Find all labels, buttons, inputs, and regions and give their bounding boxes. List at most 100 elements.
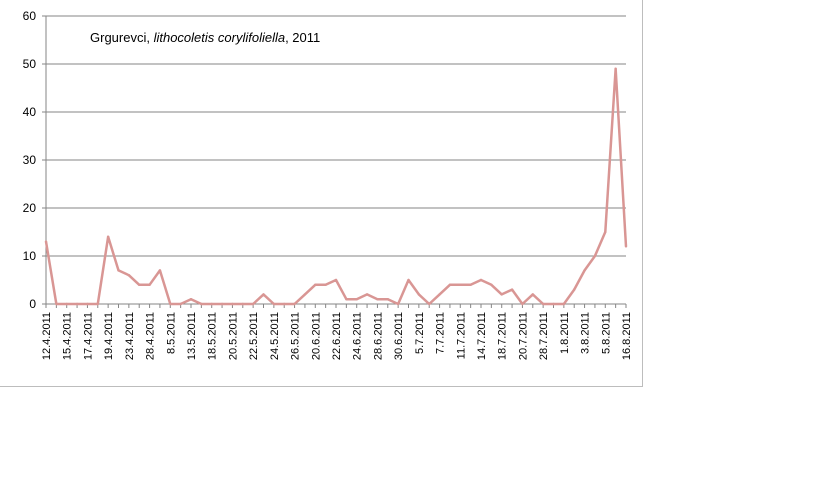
y-tick-label: 50	[23, 57, 37, 71]
data-point	[106, 235, 110, 238]
data-point	[573, 288, 576, 291]
data-point	[314, 283, 317, 286]
x-tick-label: 28.4.2011	[145, 312, 157, 360]
data-point	[189, 298, 193, 301]
data-point	[75, 302, 79, 306]
data-point	[117, 269, 120, 272]
x-tick-label: 17.4.2011	[82, 312, 94, 360]
data-point	[355, 298, 358, 301]
x-tick-label: 20.5.2011	[227, 312, 239, 360]
x-tick-label: 22.5.2011	[248, 312, 260, 360]
x-tick-label: 28.6.2011	[372, 312, 384, 360]
data-point	[593, 254, 597, 258]
chart-area: 0 10 20 30 40 50 60 12.4.2011 15.4.2011 17.4.201…	[0, 0, 643, 387]
x-tick-label: 11.7.2011	[455, 312, 467, 359]
x-tick-label: 18.7.2011	[497, 312, 509, 360]
data-point	[220, 302, 224, 306]
data-point	[86, 302, 89, 306]
x-tick-label: 5.7.2011	[414, 312, 426, 354]
x-tick-label: 23.4.2011	[124, 312, 136, 360]
data-point	[448, 283, 452, 286]
x-tick-label: 24.5.2011	[269, 312, 281, 360]
y-tick-label: 0	[29, 297, 36, 311]
x-tick-label: 24.6.2011	[352, 312, 364, 360]
series-line	[44, 67, 628, 306]
data-point	[158, 269, 162, 272]
data-point	[179, 302, 182, 306]
data-point	[169, 302, 172, 306]
data-point	[428, 302, 431, 306]
data-point	[624, 245, 628, 248]
data-point	[365, 293, 369, 296]
data-point	[490, 283, 493, 286]
data-point	[531, 293, 534, 296]
x-tick-label: 19.4.2011	[103, 312, 115, 360]
data-point	[396, 302, 400, 306]
data-point	[283, 302, 286, 306]
chart-title: Grgurevci, lithocoletis corylifoliella, …	[90, 30, 320, 45]
x-tick-label: 16.8.2011	[621, 312, 633, 360]
data-point	[479, 278, 483, 282]
data-point	[469, 283, 472, 286]
chart-title-part: Grgurevci,	[90, 30, 154, 45]
data-point	[521, 302, 524, 306]
y-tick-label: 40	[23, 105, 37, 119]
x-tick-label: 20.6.2011	[310, 312, 322, 360]
data-point	[210, 302, 213, 306]
data-point	[407, 278, 410, 282]
x-tick-label: 18.5.2011	[207, 312, 219, 360]
data-point	[303, 293, 307, 296]
data-point	[241, 302, 244, 306]
x-tick-label: 14.7.2011	[476, 312, 488, 360]
data-point	[138, 283, 141, 286]
data-point	[44, 240, 48, 243]
data-point	[417, 293, 421, 296]
data-point	[510, 288, 514, 291]
data-point	[541, 302, 545, 306]
data-point	[148, 283, 151, 286]
data-point	[251, 302, 255, 306]
x-tick-label: 13.5.2011	[186, 312, 198, 360]
x-tick-label: 3.8.2011	[580, 312, 592, 354]
data-point	[386, 298, 389, 301]
y-tick-label: 30	[23, 153, 37, 167]
data-point	[200, 302, 203, 306]
x-axis	[45, 16, 627, 308]
data-point	[334, 278, 338, 282]
data-point	[345, 298, 348, 301]
line-chart: 0 10 20 30 40 50 60 12.4.2011 15.4.2011 17.4.201…	[23, 9, 633, 360]
data-point	[262, 293, 265, 296]
x-tick-label: 22.6.2011	[331, 312, 343, 360]
x-tick-label: 20.7.2011	[517, 312, 529, 360]
x-tick-label: 30.6.2011	[393, 312, 405, 360]
data-point	[376, 298, 379, 301]
y-tick-label: 60	[23, 9, 37, 23]
data-point	[96, 302, 99, 306]
data-point	[562, 302, 566, 306]
gridlines	[46, 15, 626, 257]
x-tick-label: 1.8.2011	[559, 312, 571, 354]
y-axis-ticks: 0 10 20 30 40 50 60	[23, 9, 46, 311]
x-tick-label: 7.7.2011	[435, 312, 447, 354]
x-axis-ticks: 12.4.2011 15.4.2011 17.4.2011 19.4.2011 23.4…	[41, 312, 633, 360]
data-point	[604, 230, 607, 234]
y-tick-label: 20	[23, 201, 37, 215]
x-tick-label: 26.5.2011	[290, 312, 302, 360]
data-point	[614, 67, 617, 71]
data-point	[500, 293, 503, 296]
data-point	[65, 302, 68, 306]
data-point	[231, 302, 234, 306]
data-point	[55, 302, 58, 306]
data-point	[293, 302, 296, 306]
x-tick-label: 5.8.2011	[600, 312, 612, 354]
y-tick-label: 10	[23, 249, 37, 263]
series-layer	[44, 67, 628, 306]
data-point	[552, 302, 555, 306]
x-tick-label: 8.5.2011	[165, 312, 177, 354]
data-point	[459, 283, 462, 286]
chart-title-part: lithocoletis corylifoliella	[154, 30, 286, 45]
x-tick-label: 28.7.2011	[538, 312, 550, 360]
data-point	[272, 302, 276, 306]
chart-title-part: , 2011	[285, 30, 320, 45]
data-point	[127, 274, 131, 277]
